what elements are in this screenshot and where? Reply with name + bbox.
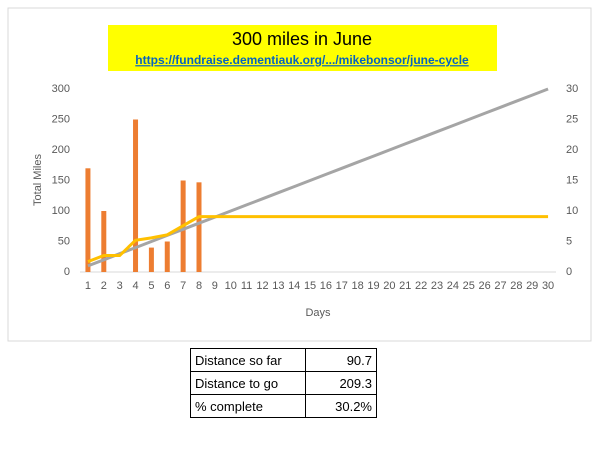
y2-tick-label: 10 <box>566 205 578 217</box>
x-tick-label: 18 <box>352 280 364 292</box>
y-tick-label: 200 <box>52 144 70 156</box>
x-tick-label: 13 <box>272 280 284 292</box>
x-tick-label: 22 <box>415 280 427 292</box>
y2-tick-label: 20 <box>566 144 578 156</box>
summary-table: Distance so far 90.7 Distance to go 209.3% … <box>190 348 377 418</box>
x-tick-label: 14 <box>288 280 300 292</box>
y-axis-label: Total Miles <box>32 154 44 206</box>
x-tick-label: 9 <box>212 280 218 292</box>
x-tick-label: 8 <box>196 280 202 292</box>
x-tick-label: 7 <box>180 280 186 292</box>
x-tick-label: 1 <box>85 280 91 292</box>
y-tick-label: 50 <box>58 235 70 247</box>
chart-title: 300 miles in June <box>232 29 372 49</box>
cell-label: Distance so far <box>190 348 306 372</box>
x-tick-label: 28 <box>510 280 522 292</box>
x-tick-label: 29 <box>526 280 538 292</box>
y-tick-label: 150 <box>52 174 70 186</box>
x-tick-label: 23 <box>431 280 443 292</box>
y-tick-label: 300 <box>52 83 70 95</box>
bar <box>196 182 202 272</box>
x-tick-label: 20 <box>383 280 395 292</box>
bar <box>85 168 91 272</box>
y2-tick-label: 30 <box>566 83 578 95</box>
cell-value: 90.7 <box>305 348 377 372</box>
x-tick-label: 10 <box>225 280 237 292</box>
x-tick-label: 26 <box>478 280 490 292</box>
x-tick-label: 3 <box>117 280 123 292</box>
x-tick-label: 2 <box>101 280 107 292</box>
x-tick-label: 4 <box>132 280 138 292</box>
x-axis-label: Days <box>305 307 331 319</box>
x-tick-label: 30 <box>542 280 554 292</box>
table-row: % complete 30.2% <box>190 394 377 418</box>
bar <box>133 119 139 272</box>
bar <box>101 211 107 272</box>
cell-label: % complete <box>190 394 306 418</box>
cell-value: 209.3 <box>305 371 377 395</box>
x-tick-label: 24 <box>447 280 459 292</box>
link[interactable]: https://fundraise.dementiauk.org/.../mik… <box>135 53 469 67</box>
line <box>87 215 549 264</box>
y-tick-label: 250 <box>52 113 70 125</box>
y2-tick-label: 0 <box>566 266 572 278</box>
table-row: Distance to go 209.3 <box>190 371 377 395</box>
bar <box>164 241 170 272</box>
x-tick-label: 27 <box>494 280 506 292</box>
y2-tick-label: 25 <box>566 113 578 125</box>
x-tick-label: 25 <box>463 280 475 292</box>
cell-value: 30.2% <box>305 394 377 418</box>
x-tick-label: 16 <box>320 280 332 292</box>
y2-tick-label: 5 <box>566 235 572 247</box>
chart: 300 miles in June https://fundraise.deme… <box>7 7 592 342</box>
y-tick-label: 0 <box>64 266 70 278</box>
x-tick-label: 15 <box>304 280 316 292</box>
x-tick-label: 5 <box>148 280 154 292</box>
y2-tick-label: 15 <box>566 174 578 186</box>
x-tick-label: 11 <box>241 280 252 292</box>
x-tick-label: 19 <box>367 280 379 292</box>
table-row: Distance so far 90.7 <box>190 348 377 372</box>
bar <box>148 247 154 272</box>
x-tick-label: 17 <box>336 280 348 292</box>
title-box <box>108 25 497 71</box>
x-tick-label: 6 <box>164 280 170 292</box>
cell-label: Distance to go <box>190 371 306 395</box>
x-tick-label: 12 <box>256 280 268 292</box>
x-tick-label: 21 <box>399 280 411 292</box>
y-tick-label: 100 <box>52 205 70 217</box>
